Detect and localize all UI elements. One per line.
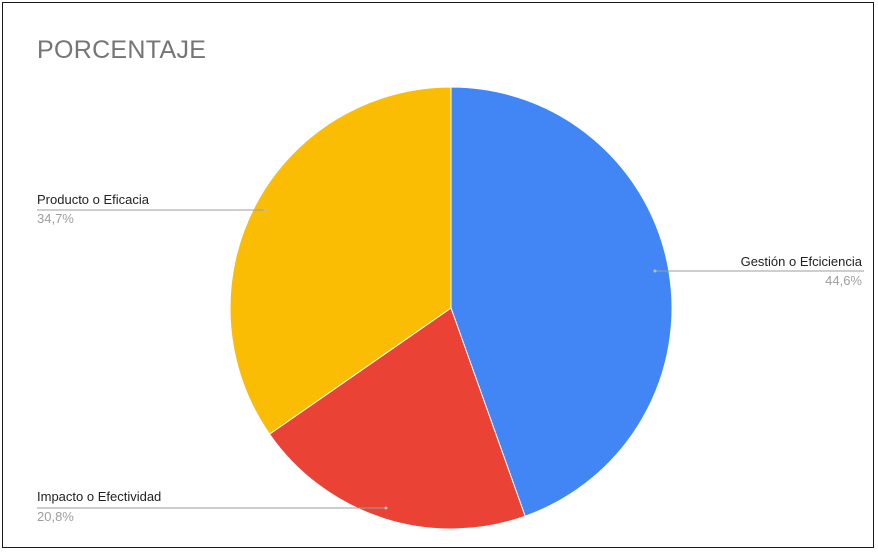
pie-slice-1[interactable]: [450, 86, 673, 517]
slice-percent-2: 20,8%: [37, 509, 74, 524]
leader-dot-3: [263, 208, 267, 212]
leader-dot-2: [384, 506, 388, 510]
slice-percent-1: 44,6%: [825, 273, 862, 288]
slice-label-3: Producto o Eficacia: [37, 192, 150, 207]
pie-labels: Gestión o Efciciencia 44,6% Impacto o Efec…: [37, 192, 864, 524]
pie-slices: [229, 86, 673, 530]
pie-slice-2[interactable]: [268, 307, 526, 530]
chart-title: PORCENTAJE: [37, 36, 207, 64]
slice-label-2: Impacto o Efectividad: [37, 489, 161, 504]
slice-percent-3: 34,7%: [37, 211, 74, 226]
slice-label-1: Gestión o Efciciencia: [741, 254, 863, 269]
leader-dot-1: [653, 269, 657, 273]
pie-slice-3[interactable]: [229, 86, 452, 435]
